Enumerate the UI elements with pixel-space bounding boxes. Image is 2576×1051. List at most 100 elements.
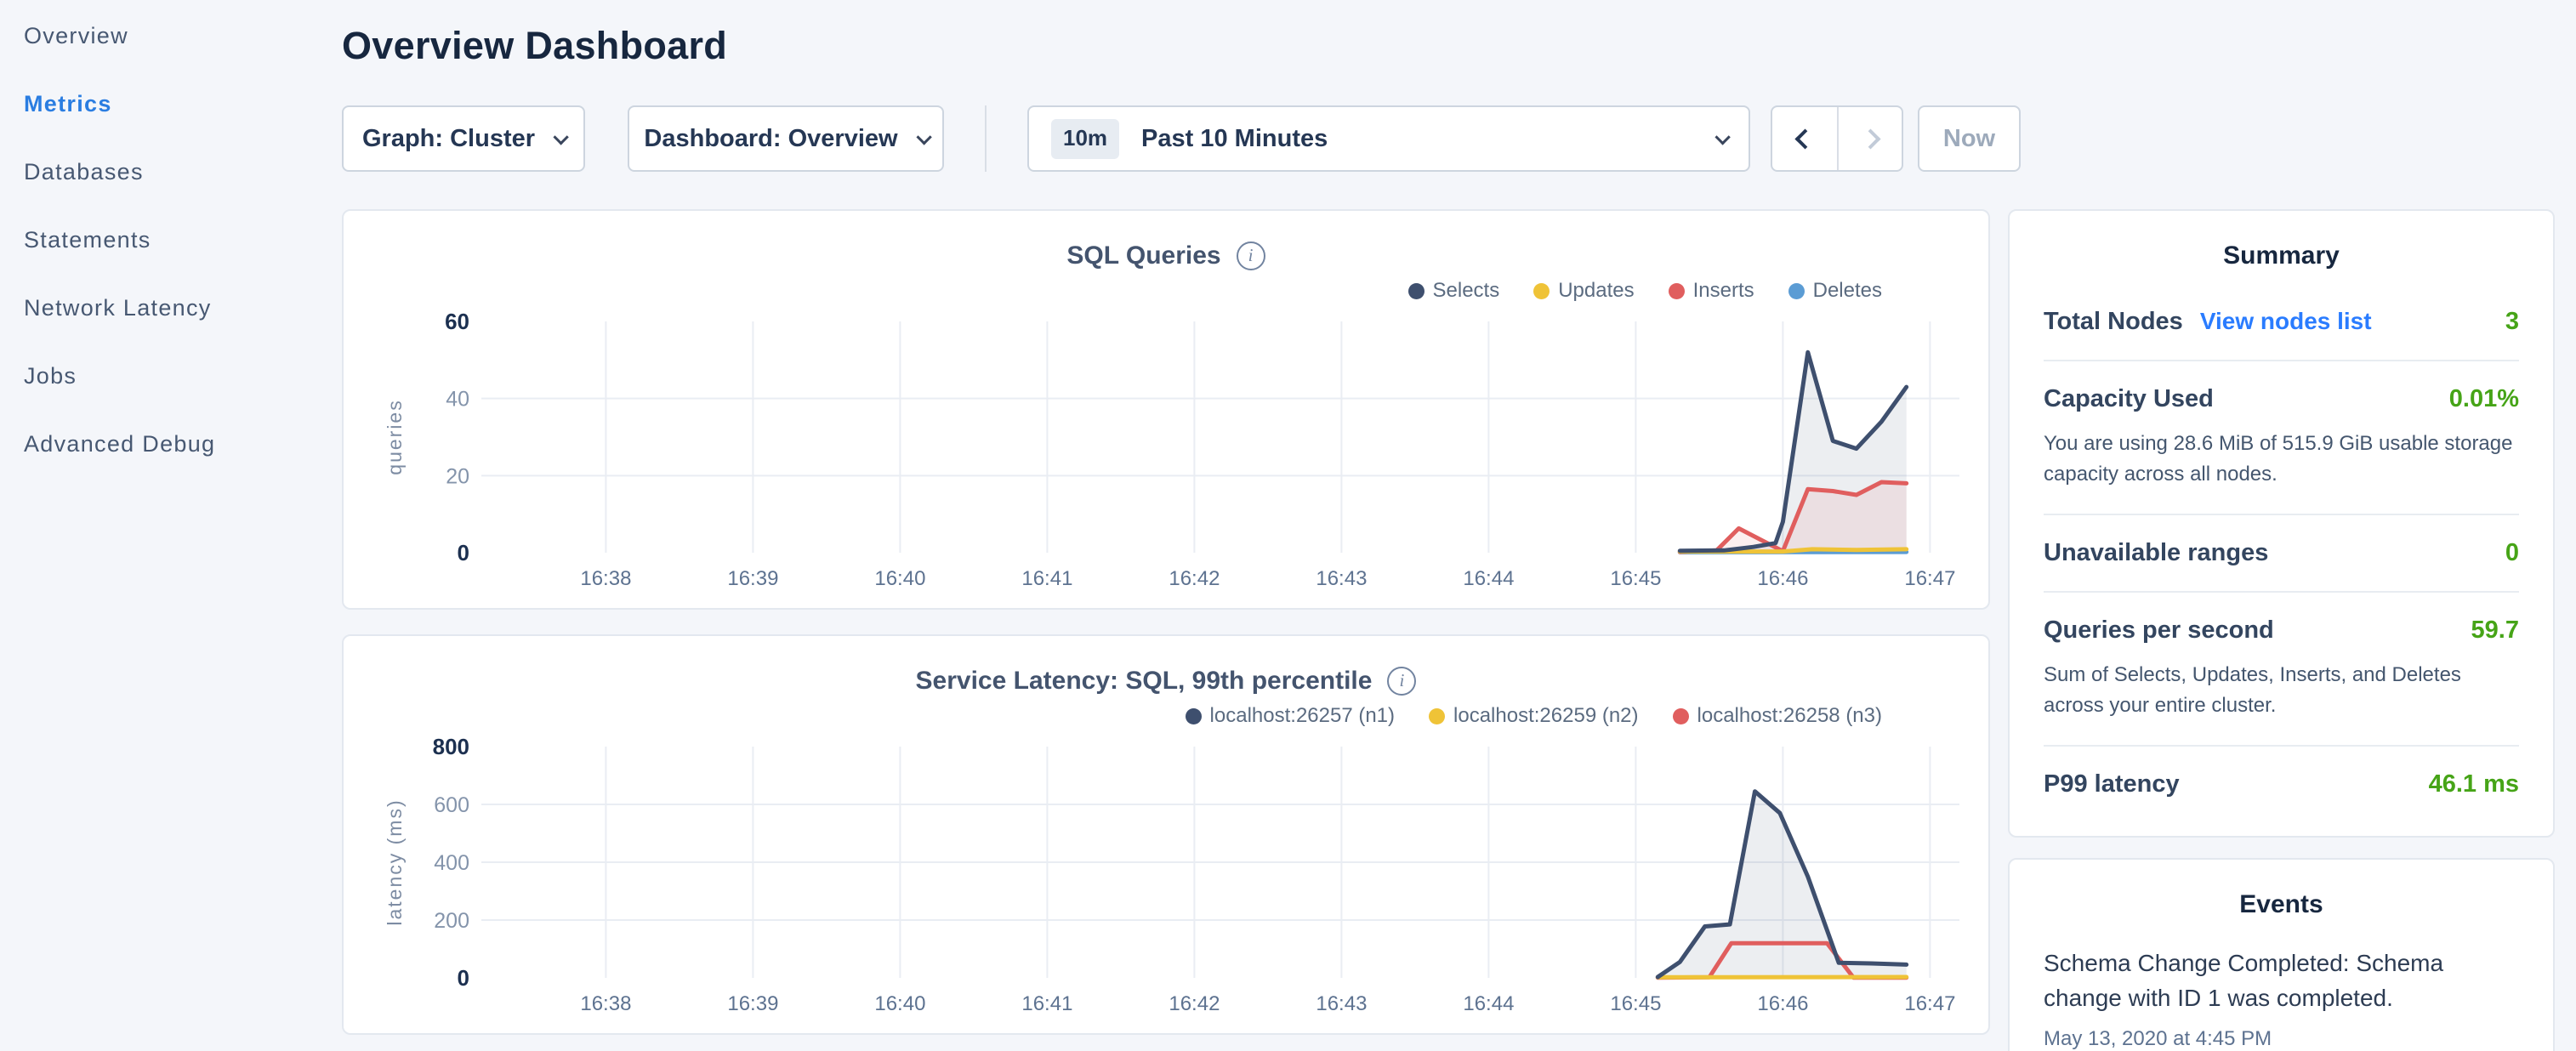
- legend-item[interactable]: Deletes: [1788, 279, 1882, 303]
- chart-title: Service Latency: SQL, 99th percentile: [916, 667, 1373, 696]
- legend-dot-icon: [1669, 283, 1685, 299]
- legend-item[interactable]: Inserts: [1669, 279, 1754, 303]
- legend-dot-icon: [1408, 283, 1424, 299]
- summary-row-unavailable-ranges: Unavailable ranges 0: [2044, 515, 2519, 593]
- legend-dot-icon: [1533, 283, 1550, 299]
- summary-label: Queries per second: [2044, 616, 2274, 645]
- svg-text:16:39: 16:39: [727, 567, 778, 590]
- summary-label: Unavailable ranges: [2044, 539, 2268, 567]
- legend-label: Selects: [1433, 279, 1500, 303]
- svg-text:16:41: 16:41: [1021, 567, 1072, 590]
- time-pager: [1771, 105, 1903, 172]
- view-nodes-list-link[interactable]: View nodes list: [2200, 308, 2372, 335]
- legend-item[interactable]: Selects: [1408, 279, 1500, 303]
- sidebar-item-databases[interactable]: Databases: [0, 138, 342, 206]
- summary-row-total-nodes: Total Nodes View nodes list 3: [2044, 284, 2519, 361]
- dashboard-dropdown[interactable]: Dashboard: Overview: [628, 105, 944, 172]
- legend-dot-icon: [1186, 708, 1202, 724]
- svg-text:0: 0: [458, 540, 469, 565]
- chart-plot: 16:3816:3916:4016:4116:4216:4316:4416:45…: [361, 730, 1972, 1023]
- chart-title-row: SQL Queries i: [361, 241, 1971, 270]
- svg-text:16:42: 16:42: [1169, 567, 1220, 590]
- time-range-dropdown[interactable]: 10m Past 10 Minutes: [1027, 105, 1750, 172]
- time-forward-button[interactable]: [1837, 107, 1902, 170]
- svg-text:16:43: 16:43: [1316, 992, 1367, 1015]
- graph-scope-label: Graph: Cluster: [362, 125, 535, 153]
- page-title: Overview Dashboard: [342, 24, 2555, 68]
- summary-value: 0.01%: [2449, 385, 2519, 413]
- event-timestamp: May 13, 2020 at 4:45 PM: [2044, 1027, 2519, 1051]
- chart-plot: 16:3816:3916:4016:4116:4216:4316:4416:45…: [361, 304, 1972, 598]
- summary-label: Total Nodes: [2044, 308, 2183, 336]
- time-back-button[interactable]: [1772, 107, 1837, 170]
- legend-dot-icon: [1429, 708, 1445, 724]
- legend-label: localhost:26258 (n3): [1697, 704, 1882, 728]
- svg-text:16:44: 16:44: [1463, 567, 1514, 590]
- chevron-down-icon: [916, 129, 931, 145]
- info-icon[interactable]: i: [1387, 667, 1416, 696]
- chevron-down-icon: [1714, 129, 1730, 145]
- sidebar-item-network-latency[interactable]: Network Latency: [0, 274, 342, 342]
- main-content: Overview Dashboard Graph: Cluster Dashbo…: [342, 0, 2576, 1051]
- time-range-label: Past 10 Minutes: [1141, 125, 1328, 153]
- event-item: Schema Change Completed: Schema change w…: [2044, 946, 2519, 1051]
- summary-rows: Total Nodes View nodes list 3 Capacity Used…: [2044, 284, 2519, 810]
- chevron-left-icon: [1794, 128, 1815, 149]
- legend-label: Updates: [1558, 279, 1634, 303]
- svg-text:16:46: 16:46: [1757, 992, 1808, 1015]
- chevron-right-icon: [1860, 128, 1880, 149]
- sidebar-item-statements[interactable]: Statements: [0, 206, 342, 274]
- content-row: SQL Queries i Selects Updates Inserts Deletes…: [342, 209, 2555, 1051]
- sidebar-item-overview[interactable]: Overview: [0, 2, 342, 70]
- sidebar-item-advanced-debug[interactable]: Advanced Debug: [0, 410, 342, 478]
- chevron-down-icon: [553, 129, 568, 145]
- chart-title-row: Service Latency: SQL, 99th percentile i: [361, 667, 1971, 696]
- svg-text:queries: queries: [384, 399, 406, 474]
- svg-text:16:45: 16:45: [1610, 567, 1661, 590]
- chart-title: SQL Queries: [1066, 241, 1220, 270]
- summary-value: 3: [2505, 308, 2519, 336]
- legend-item[interactable]: Updates: [1533, 279, 1634, 303]
- svg-text:16:40: 16:40: [874, 992, 925, 1015]
- graph-scope-dropdown[interactable]: Graph: Cluster: [342, 105, 585, 172]
- legend-label: Deletes: [1813, 279, 1882, 303]
- dashboard-controls: Graph: Cluster Dashboard: Overview 10m P…: [342, 105, 2555, 172]
- legend-item[interactable]: localhost:26258 (n3): [1673, 704, 1882, 728]
- right-rail: Summary Total Nodes View nodes list 3 Capac…: [2008, 209, 2555, 1051]
- time-range-badge: 10m: [1051, 119, 1119, 159]
- summary-row-queries-per-second: Queries per second59.7Sum of Selects, Up…: [2044, 593, 2519, 747]
- legend-label: Inserts: [1693, 279, 1754, 303]
- legend-item[interactable]: localhost:26257 (n1): [1186, 704, 1395, 728]
- summary-value: 0: [2505, 539, 2519, 567]
- svg-text:0: 0: [458, 965, 469, 991]
- svg-text:800: 800: [433, 734, 469, 759]
- sidebar-item-metrics[interactable]: Metrics: [0, 70, 342, 138]
- dashboard-label: Dashboard: Overview: [644, 125, 897, 153]
- svg-text:16:42: 16:42: [1169, 992, 1220, 1015]
- summary-value: 46.1 ms: [2429, 770, 2519, 798]
- svg-text:16:47: 16:47: [1904, 567, 1955, 590]
- summary-panel: Summary Total Nodes View nodes list 3 Capac…: [2008, 209, 2555, 838]
- chart-legend: Selects Updates Inserts Deletes: [361, 279, 1971, 303]
- svg-text:60: 60: [445, 309, 469, 334]
- legend-item[interactable]: localhost:26259 (n2): [1429, 704, 1638, 728]
- chart-legend: localhost:26257 (n1) localhost:26259 (n2)…: [361, 704, 1971, 728]
- svg-text:16:38: 16:38: [580, 567, 631, 590]
- svg-text:16:40: 16:40: [874, 567, 925, 590]
- svg-text:16:45: 16:45: [1610, 992, 1661, 1015]
- summary-label: Capacity Used: [2044, 385, 2214, 413]
- event-text: Schema Change Completed: Schema change w…: [2044, 946, 2486, 1015]
- svg-text:16:44: 16:44: [1463, 992, 1514, 1015]
- svg-text:200: 200: [434, 909, 469, 933]
- summary-title: Summary: [2044, 241, 2519, 270]
- svg-text:16:47: 16:47: [1904, 992, 1955, 1015]
- sidebar-item-jobs[interactable]: Jobs: [0, 342, 342, 410]
- chart-card-0: SQL Queries i Selects Updates Inserts Deletes…: [342, 209, 1990, 610]
- now-button[interactable]: Now: [1918, 105, 2021, 172]
- charts-column: SQL Queries i Selects Updates Inserts Deletes…: [342, 209, 1990, 1051]
- svg-text:16:39: 16:39: [727, 992, 778, 1015]
- info-icon[interactable]: i: [1237, 241, 1265, 270]
- events-list: Schema Change Completed: Schema change w…: [2044, 946, 2519, 1051]
- summary-label: P99 latency: [2044, 770, 2180, 798]
- summary-value: 59.7: [2471, 616, 2519, 645]
